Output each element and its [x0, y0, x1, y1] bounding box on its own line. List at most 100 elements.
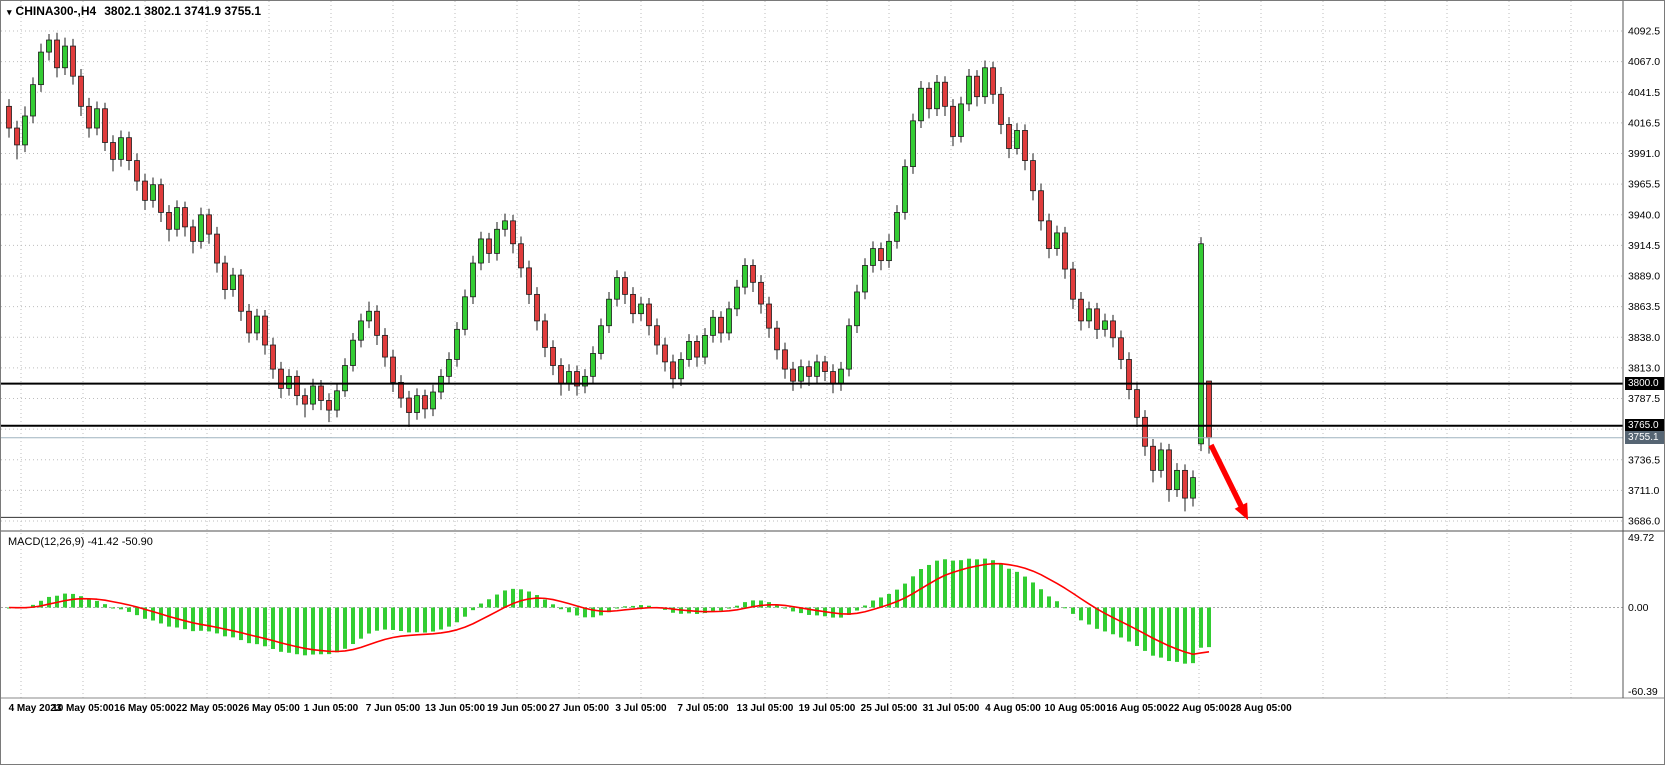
macd-histogram-bar	[775, 604, 779, 608]
time-axis-label: 19 Jun 05:00	[487, 703, 547, 714]
macd-histogram-bar	[1087, 607, 1091, 625]
bull-candle	[478, 238, 484, 264]
bull-candle	[982, 67, 988, 98]
macd-histogram-bar	[1111, 607, 1115, 635]
macd-histogram-bar	[983, 558, 987, 608]
macd-histogram-bar	[31, 604, 35, 608]
time-axis-label: 16 May 05:00	[114, 703, 176, 714]
bear-candle	[1006, 124, 1012, 149]
macd-histogram-bar	[111, 607, 115, 609]
bear-candle	[998, 93, 1004, 125]
bear-candle	[398, 381, 404, 399]
bull-candle	[838, 368, 844, 384]
bear-candle	[238, 274, 244, 312]
macd-axis-label: -60.39	[1628, 686, 1658, 698]
macd-histogram-bar	[1103, 607, 1107, 632]
bear-candle	[662, 344, 668, 363]
macd-histogram-bar	[519, 589, 523, 608]
macd-histogram-bar	[711, 607, 715, 612]
macd-histogram-bar	[215, 607, 219, 634]
macd-histogram-bar	[463, 607, 467, 617]
bull-candle	[726, 308, 732, 334]
price-axis-label: 3889.0	[1628, 271, 1660, 283]
bear-candle	[510, 220, 516, 245]
bear-candle	[526, 267, 532, 295]
bear-candle	[270, 344, 276, 370]
macd-histogram-bar	[1183, 607, 1187, 664]
macd-histogram-bar	[871, 600, 875, 608]
bear-candle	[1038, 190, 1044, 222]
macd-histogram-bar	[903, 583, 907, 608]
price-axis-label: 3813.0	[1628, 362, 1660, 374]
time-axis-label: 22 May 05:00	[176, 703, 238, 714]
bear-candle	[718, 316, 724, 334]
price-axis-label: 3863.5	[1628, 301, 1660, 313]
macd-histogram-bar	[791, 607, 795, 612]
macd-histogram-bar	[135, 607, 139, 616]
bull-candle	[710, 316, 716, 336]
bear-candle	[1062, 232, 1068, 270]
macd-histogram-bar	[351, 607, 355, 645]
bull-candle	[254, 315, 260, 334]
bull-candle	[1158, 449, 1164, 471]
time-axis-label: 7 Jun 05:00	[366, 703, 421, 714]
bear-candle	[382, 334, 388, 358]
bear-candle	[86, 105, 92, 129]
annotation-arrow[interactable]	[1208, 443, 1248, 520]
hlines-layer[interactable]	[1, 382, 1623, 518]
bear-candle	[422, 395, 428, 410]
macd-histogram-bar	[799, 607, 803, 614]
bear-candle	[774, 327, 780, 351]
bear-candle	[942, 81, 948, 107]
macd-histogram-bar	[855, 607, 859, 611]
bull-candle	[742, 265, 748, 288]
bull-candle	[566, 371, 572, 384]
time-axis-label: 22 Aug 05:00	[1168, 703, 1230, 714]
time-axis-label: 10 May 05:00	[52, 703, 114, 714]
price-axis[interactable]: 4092.5 4067.0 4041.5 4016.5 3991.0 3965.5 3940…	[1628, 26, 1660, 528]
macd-histogram-bar	[719, 607, 723, 611]
bear-candle	[1166, 449, 1172, 491]
macd-histogram-bar	[967, 558, 971, 608]
bear-candle	[926, 87, 932, 110]
bear-candle	[534, 293, 540, 322]
macd-histogram-bar	[415, 607, 419, 633]
bear-candle	[694, 340, 700, 358]
macd-histogram-bar	[607, 607, 611, 613]
macd-histogram-bar	[847, 607, 851, 615]
bear-candle	[670, 361, 676, 380]
macd-histogram-bar	[231, 607, 235, 638]
macd-histogram-bar	[999, 563, 1003, 608]
symbol-dropdown-icon[interactable]: ▾	[7, 7, 12, 17]
bull-candle	[1054, 232, 1060, 249]
macd-histogram-bar	[447, 607, 451, 627]
bull-candle	[30, 84, 36, 117]
macd-histogram-bar	[1055, 601, 1059, 608]
price-axis-label: 3736.5	[1628, 454, 1660, 466]
bear-candle	[822, 361, 828, 372]
macd-histogram-bar	[263, 607, 267, 647]
bear-candle	[782, 349, 788, 370]
bear-candle	[318, 385, 324, 401]
macd-histogram-bar	[287, 607, 291, 653]
bear-candle	[1030, 160, 1036, 192]
bull-candle	[582, 375, 588, 387]
macd-histogram-bar	[375, 607, 379, 631]
price-axis-label: 3787.5	[1628, 393, 1660, 405]
macd-histogram-bar	[703, 607, 707, 614]
bear-candle	[142, 180, 148, 201]
macd-histogram-bar	[239, 607, 243, 641]
price-axis-label: 4092.5	[1628, 26, 1660, 38]
macd-histogram-bar	[839, 607, 843, 618]
macd-histogram-bar	[583, 607, 587, 618]
bull-candle	[38, 51, 44, 86]
price-axis-label: 3711.0	[1628, 485, 1659, 497]
bear-candle	[766, 303, 772, 329]
bull-candle	[230, 274, 236, 290]
macd-histogram-bar	[103, 604, 107, 608]
bull-candle	[94, 108, 100, 129]
bull-candle	[798, 366, 804, 382]
macd-histogram-bar	[727, 607, 731, 609]
